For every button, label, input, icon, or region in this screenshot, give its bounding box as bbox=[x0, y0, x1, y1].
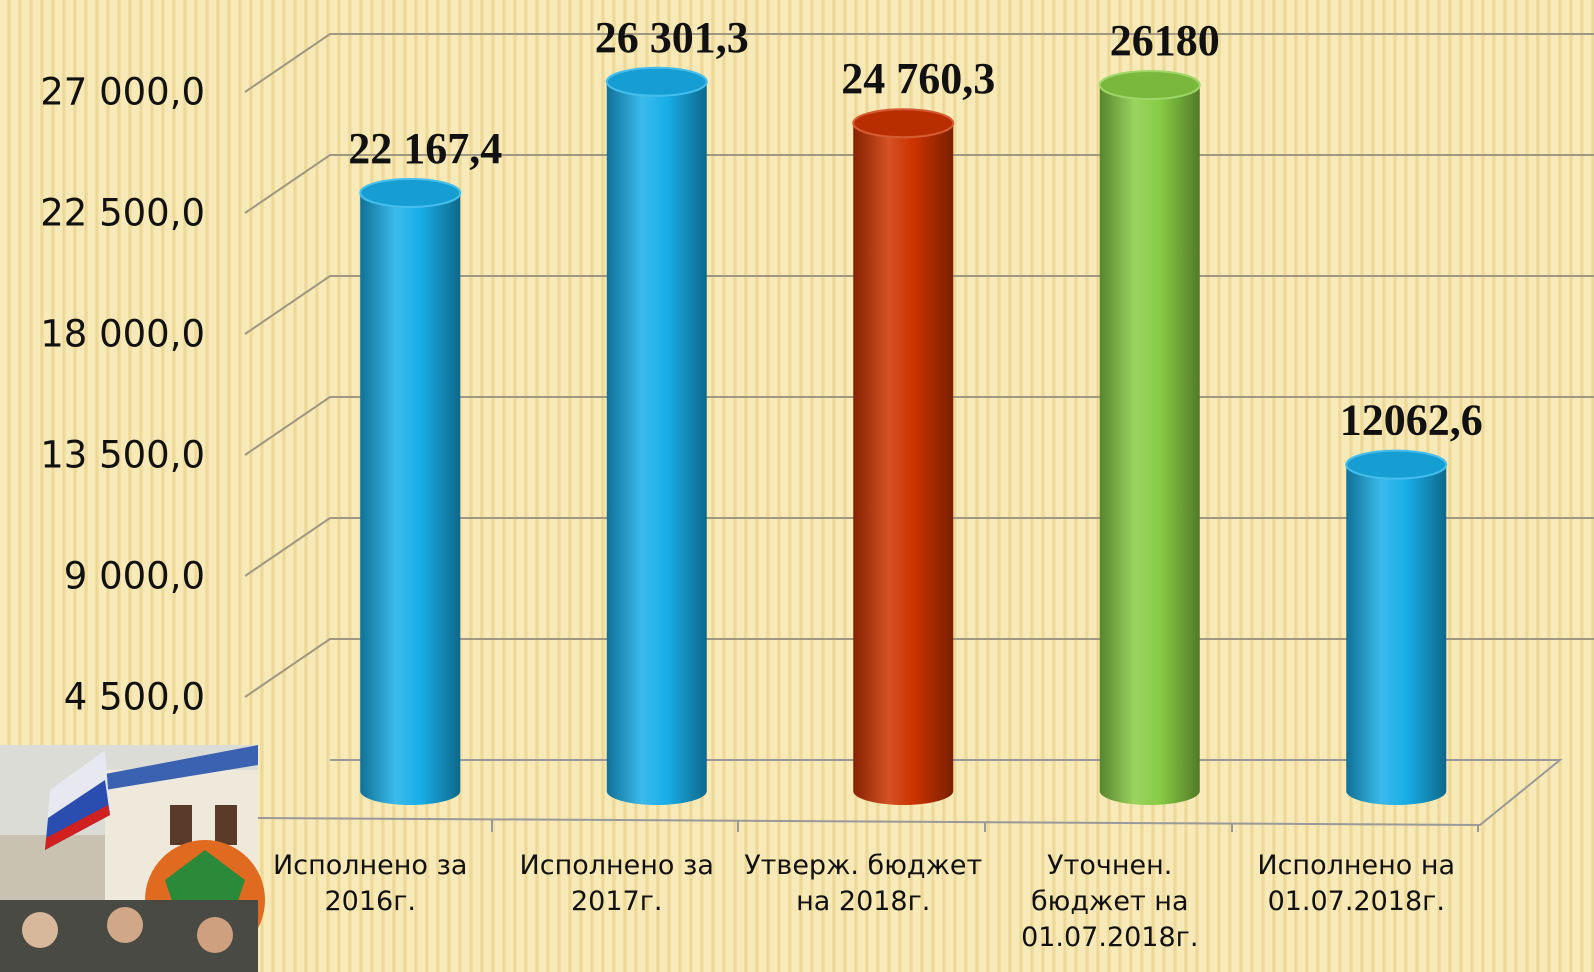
value-label: 26180 bbox=[1110, 16, 1220, 65]
value-label: 22 167,4 bbox=[348, 124, 502, 173]
value-label: 24 760,3 bbox=[841, 54, 995, 103]
x-tick-label: Утверж. бюджет на 2018г. bbox=[743, 848, 983, 920]
y-tick-label: 27 000,0 bbox=[40, 71, 205, 114]
y-tick-label: 13 500,0 bbox=[40, 434, 205, 477]
x-tick-label: Уточнен. бюджет на 01.07.2018г. bbox=[990, 848, 1230, 956]
y-tick-label: 18 000,0 bbox=[40, 313, 205, 356]
bar bbox=[1346, 465, 1446, 805]
value-label: 12062,6 bbox=[1340, 396, 1483, 445]
bar bbox=[607, 82, 707, 805]
slide: 4 500,0 9 000,0 13 500,0 18 000,0 22 500,0 27… bbox=[0, 0, 1594, 972]
x-tick-label: Исполнено за 2016г. bbox=[250, 848, 490, 920]
chart: 4 500,0 9 000,0 13 500,0 18 000,0 22 500,0 27… bbox=[0, 0, 1594, 972]
bar-top bbox=[1346, 451, 1446, 479]
bar bbox=[360, 193, 460, 805]
x-tick-label: Исполнено за 2017г. bbox=[497, 848, 737, 920]
y-tick-label: 4 500,0 bbox=[64, 676, 205, 719]
bar bbox=[853, 123, 953, 805]
y-tick-label: 22 500,0 bbox=[40, 192, 205, 235]
bar bbox=[1100, 85, 1200, 805]
bar-top bbox=[1100, 71, 1200, 99]
photo bbox=[0, 745, 265, 972]
x-tick-label: Исполнено на 01.07.2018г. bbox=[1236, 848, 1476, 920]
y-tick-label: 9 000,0 bbox=[64, 555, 205, 598]
bar-top bbox=[607, 68, 707, 96]
value-label: 26 301,3 bbox=[595, 13, 749, 62]
bar-top bbox=[360, 179, 460, 207]
bar-top bbox=[853, 109, 953, 137]
